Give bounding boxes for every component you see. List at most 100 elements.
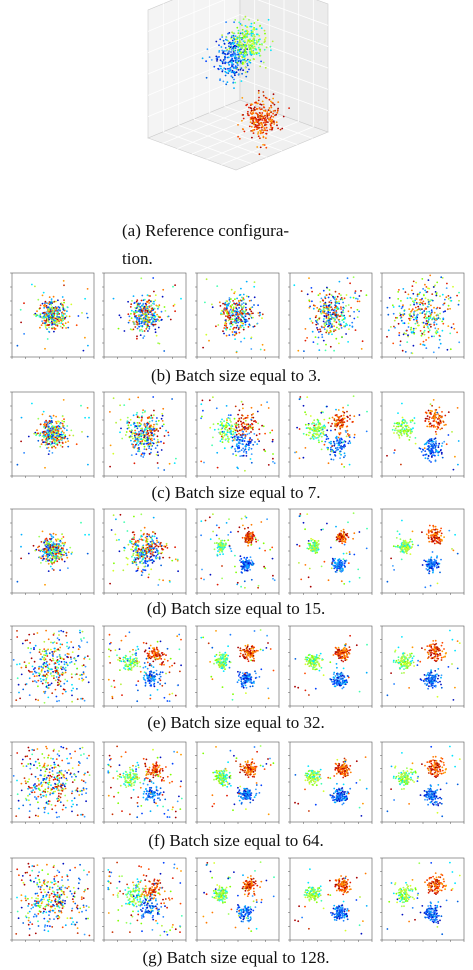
dot — [416, 293, 419, 296]
dot — [48, 326, 50, 329]
dot — [256, 127, 259, 130]
dot — [265, 126, 268, 129]
dot — [317, 294, 320, 297]
dot — [234, 431, 237, 434]
dot — [151, 543, 154, 546]
dot — [349, 442, 352, 444]
dot — [334, 447, 337, 450]
dot — [139, 334, 142, 336]
dot — [63, 299, 65, 301]
dot — [439, 449, 442, 452]
dot — [401, 402, 403, 405]
dot — [328, 293, 331, 296]
dot — [295, 451, 298, 453]
dot — [46, 306, 49, 309]
dot — [244, 51, 247, 53]
dot — [452, 468, 455, 471]
dot — [457, 303, 460, 306]
dot — [435, 440, 437, 443]
dot — [315, 437, 317, 439]
dot — [412, 300, 415, 303]
dot — [260, 27, 263, 29]
dot — [255, 121, 258, 124]
dot — [428, 418, 430, 420]
dot — [252, 38, 255, 41]
dot — [228, 427, 231, 430]
dot — [140, 317, 143, 320]
dot — [424, 297, 427, 300]
dot — [262, 129, 265, 132]
dot — [136, 411, 139, 414]
dot — [230, 71, 233, 74]
dot — [146, 310, 149, 313]
dot — [309, 431, 311, 434]
dot — [234, 35, 237, 38]
dot — [172, 285, 174, 288]
dot — [38, 556, 41, 558]
dot — [457, 463, 459, 466]
dot — [249, 308, 252, 311]
dot — [429, 312, 432, 315]
dot — [132, 423, 135, 425]
dot — [456, 294, 458, 297]
dot — [400, 463, 402, 466]
dot — [343, 446, 346, 449]
dot — [288, 107, 290, 109]
dot — [338, 328, 340, 330]
dot — [430, 309, 433, 312]
dot — [329, 442, 332, 445]
dot — [41, 530, 44, 533]
dot — [234, 57, 236, 60]
dot — [127, 321, 130, 324]
dot — [223, 313, 225, 315]
dot — [218, 51, 221, 53]
dot — [323, 315, 326, 318]
dot — [142, 558, 144, 560]
dot — [61, 558, 63, 560]
dot — [325, 316, 328, 318]
dot — [329, 303, 332, 306]
dot — [330, 425, 332, 427]
dot — [56, 543, 59, 545]
dot — [327, 462, 330, 465]
dot — [142, 551, 144, 554]
dot — [148, 559, 151, 562]
dot — [267, 118, 270, 121]
dot — [52, 549, 55, 552]
dot — [330, 301, 333, 304]
dot — [419, 291, 421, 294]
dot — [277, 127, 279, 130]
dot — [66, 310, 68, 313]
dot — [434, 284, 436, 287]
dot — [270, 100, 272, 103]
dot — [45, 560, 47, 563]
dot — [439, 307, 441, 309]
dot — [130, 303, 133, 306]
dot — [55, 312, 58, 315]
dot — [236, 466, 239, 469]
dot — [442, 421, 445, 423]
dot — [431, 404, 433, 407]
dot — [41, 550, 44, 553]
dot — [157, 419, 160, 422]
dot — [147, 441, 150, 444]
dot — [443, 440, 446, 443]
dot — [425, 453, 428, 456]
dot — [268, 109, 271, 112]
dot — [258, 107, 261, 109]
dot — [330, 450, 333, 453]
dot — [241, 303, 243, 305]
dot — [327, 310, 330, 313]
dot — [432, 416, 434, 419]
dot — [236, 308, 239, 311]
dot — [250, 406, 253, 409]
dot — [398, 332, 401, 334]
dot — [340, 314, 343, 317]
dot — [244, 59, 247, 62]
dot — [48, 310, 51, 313]
dot — [203, 461, 205, 464]
dot — [231, 313, 234, 315]
dot — [201, 399, 204, 402]
dot — [56, 325, 59, 327]
dot — [150, 444, 153, 447]
